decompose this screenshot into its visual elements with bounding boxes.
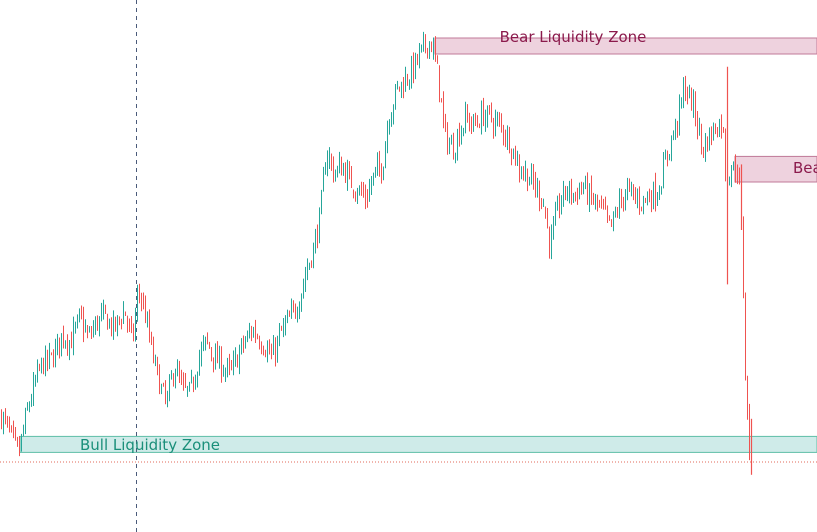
bear-zone-right xyxy=(734,155,817,183)
bear-zone-top-label: Bear Liquidity Zone xyxy=(500,28,647,46)
bear-zone-right-label: Bea xyxy=(793,159,817,177)
liquidity-zones-layer xyxy=(19,37,817,453)
candles-layer xyxy=(1,31,753,475)
bull-zone-label: Bull Liquidity Zone xyxy=(80,436,220,454)
zone-labels-layer: Bear Liquidity Zone Bea Bull Liquidity Z… xyxy=(80,28,817,454)
